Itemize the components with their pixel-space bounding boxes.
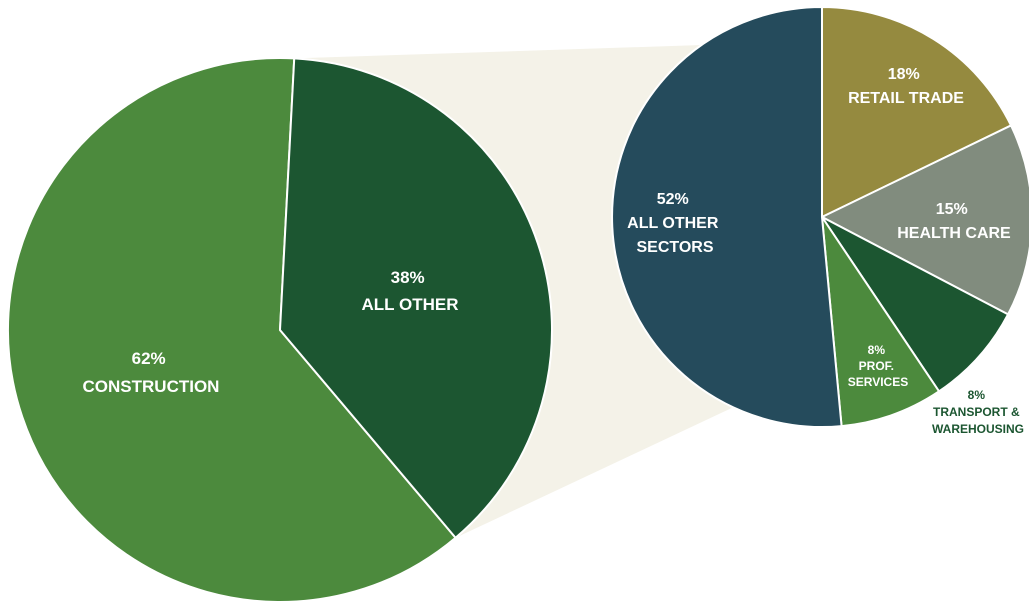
all-other-sectors-value: 52% (657, 191, 689, 208)
data-label-retail-trade: 18% RETAIL TRADE (848, 66, 964, 107)
slice-all-other (278, 57, 553, 540)
slice-prof-services (821, 216, 941, 428)
main-pie (7, 56, 553, 603)
health-care-value: 15% (936, 201, 968, 218)
all-other-sectors-name-line1: ALL OTHER (627, 215, 719, 232)
slice-health-care (819, 124, 1029, 316)
slice-transport-warehousing (821, 216, 1010, 393)
prof-services-name-line1: PROF. (859, 359, 894, 373)
slice-retail-trade (821, 5, 1013, 219)
transport-name-line2: WAREHOUSING (932, 422, 1024, 436)
transport-leader-line (939, 365, 955, 389)
slice-construction (7, 56, 457, 603)
all-other-value: 38% (391, 268, 425, 287)
health-care-name: HEALTH CARE (897, 225, 1011, 242)
construction-name: CONSTRUCTION (83, 377, 220, 396)
data-label-all-other-sectors: 52% ALL OTHER SECTORS (627, 191, 723, 256)
prof-services-value: 8% (868, 343, 886, 357)
data-label-health-care: 15% HEALTH CARE (897, 201, 1011, 242)
retail-trade-name: RETAIL TRADE (848, 90, 964, 107)
data-label-transport-warehousing: 8% TRANSPORT & WAREHOUSING (932, 388, 1024, 436)
transport-value: 8% (968, 388, 986, 402)
retail-trade-value: 18% (888, 66, 920, 83)
construction-value: 62% (132, 349, 166, 368)
prof-services-name-line2: SERVICES (848, 375, 908, 389)
all-other-sectors-name-line2: SECTORS (636, 239, 713, 256)
data-label-construction: 62% CONSTRUCTION (83, 349, 220, 396)
all-other-name: ALL OTHER (362, 295, 459, 314)
data-label-all-other: 38% ALL OTHER (362, 268, 459, 314)
data-label-prof-services: 8% PROF. SERVICES (848, 343, 908, 389)
slice-all-other-sectors (611, 5, 843, 428)
breakout-pie (611, 5, 1029, 428)
transport-name-line1: TRANSPORT & (933, 405, 1020, 419)
